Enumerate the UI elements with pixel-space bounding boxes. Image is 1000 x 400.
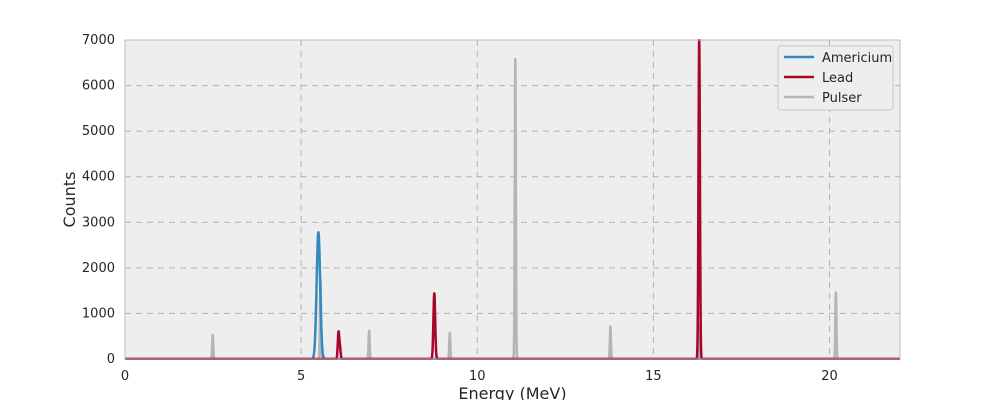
- plot-frame: [124, 39, 901, 360]
- x-tick-label: 10: [469, 369, 486, 384]
- legend-label-americium: Americium: [822, 51, 892, 66]
- plot-area: [125, 40, 900, 359]
- grid-lines: [125, 40, 900, 359]
- x-tick-label: 0: [121, 369, 129, 384]
- y-tick-label: 3000: [82, 215, 115, 230]
- y-axis-ticks: 0 1000 2000 3000 4000 5000 6000 7000: [82, 33, 115, 367]
- y-tick-label: 5000: [82, 124, 115, 139]
- x-tick-label: 5: [297, 369, 305, 384]
- y-tick-label: 4000: [82, 170, 115, 185]
- x-tick-label: 20: [821, 369, 838, 384]
- legend-label-pulser: Pulser: [822, 91, 862, 106]
- x-axis-ticks: 0 5 10 15 20: [121, 369, 838, 384]
- y-tick-label: 6000: [82, 79, 115, 94]
- y-axis-label: Counts: [60, 172, 79, 228]
- legend-box: [777, 45, 894, 111]
- y-tick-label: 7000: [82, 33, 115, 48]
- legend-label-lead: Lead: [822, 71, 853, 86]
- x-tick-label: 15: [645, 369, 662, 384]
- legend: Americium Lead Pulser: [777, 45, 894, 111]
- y-tick-label: 2000: [82, 261, 115, 276]
- y-tick-label: 0: [107, 352, 115, 367]
- y-tick-label: 1000: [82, 306, 115, 321]
- x-axis-label: Energy (MeV): [458, 384, 566, 400]
